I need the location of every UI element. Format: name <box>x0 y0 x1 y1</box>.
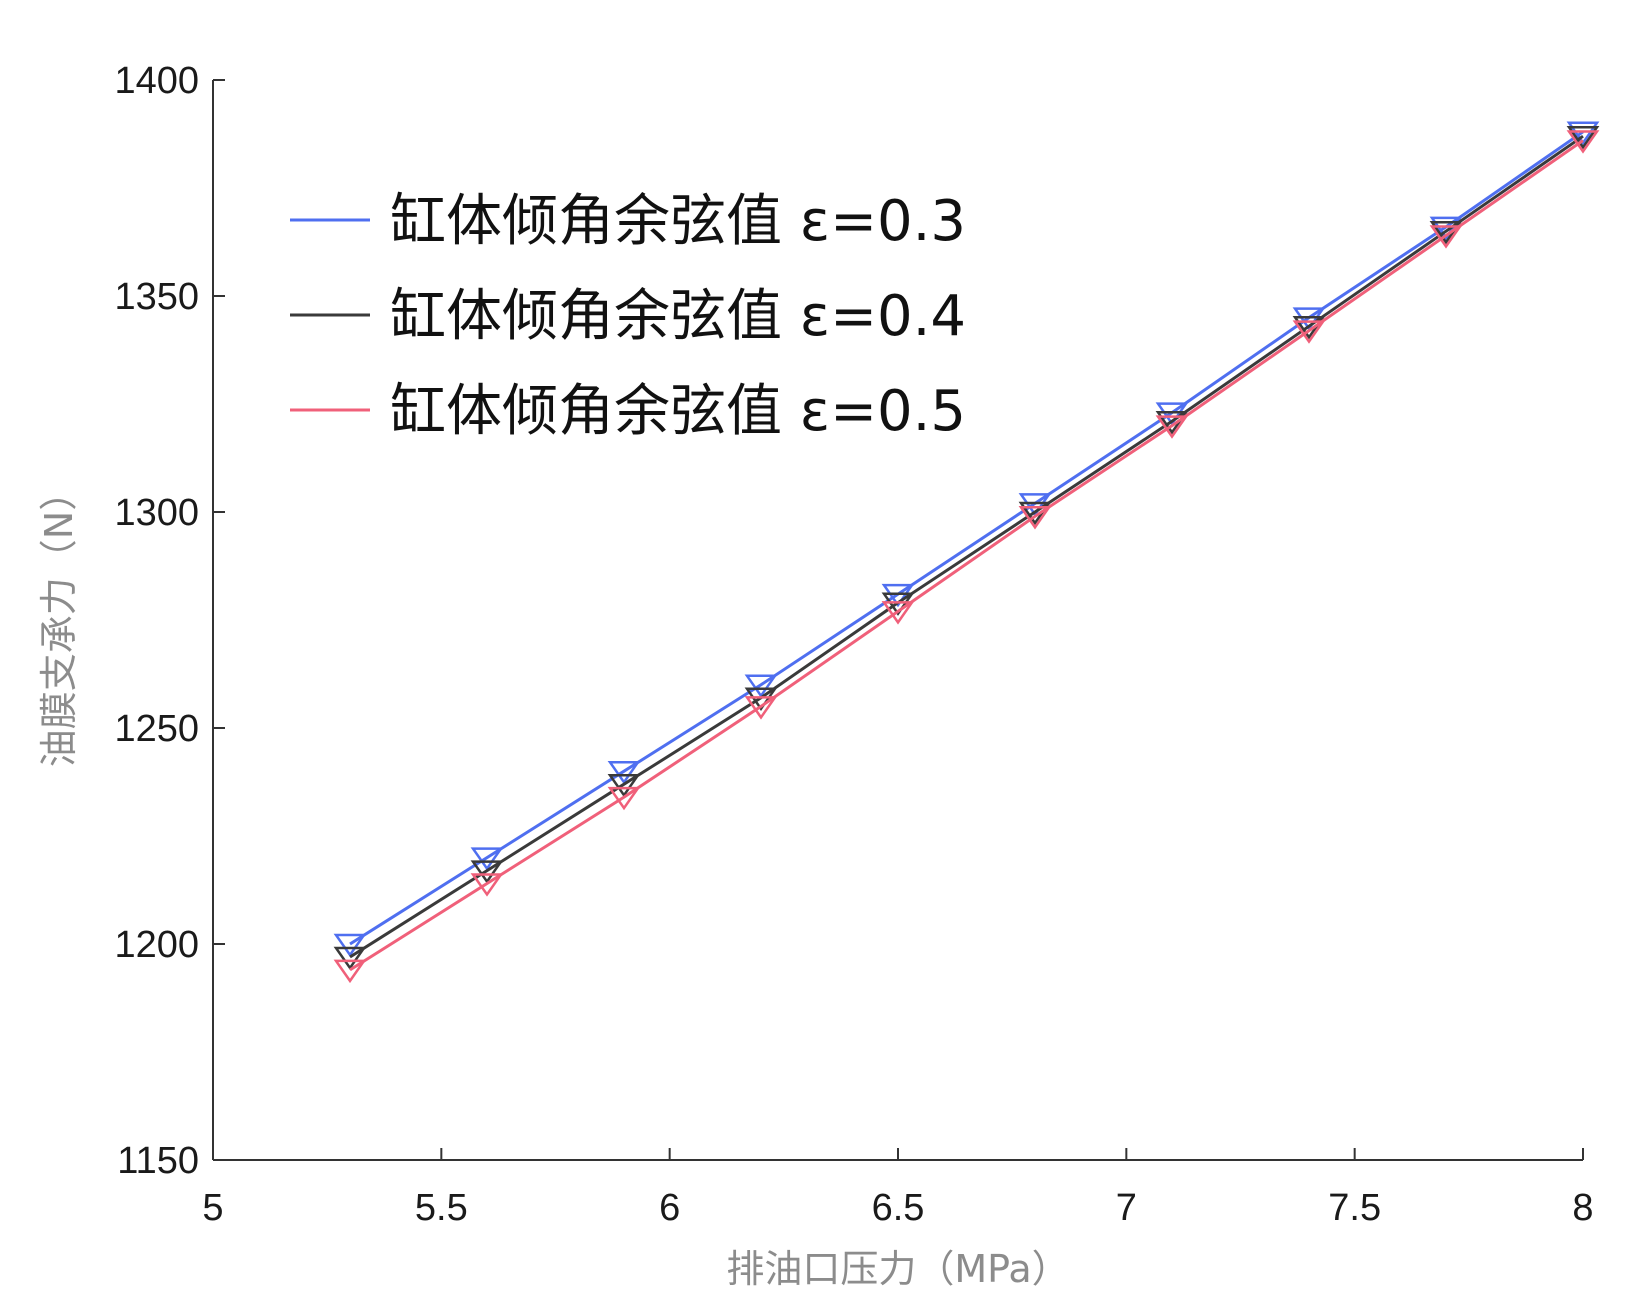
x-axis-title: 排油口压力（MPa） <box>726 1247 1069 1291</box>
x-tick-label: 6.5 <box>872 1187 925 1229</box>
series-point <box>1018 506 1052 530</box>
series-point <box>1566 130 1600 154</box>
series-point <box>333 933 367 958</box>
series-line <box>349 134 1584 959</box>
legend-label: 缸体倾角余弦值 ε=0.4 <box>390 284 966 349</box>
legend-item-3: 缸体倾角余弦值 ε=0.5 <box>290 379 966 444</box>
series-line <box>349 130 1584 946</box>
series-point <box>333 959 367 984</box>
legend-item-2: 缸体倾角余弦值 ε=0.4 <box>290 284 966 349</box>
series-3 <box>333 130 1600 984</box>
series-point <box>1155 415 1189 439</box>
series-point <box>744 687 778 711</box>
series-point <box>470 873 504 897</box>
y-tick-label: 1350 <box>114 276 199 318</box>
y-tick-label: 1150 <box>117 1140 199 1182</box>
series-point <box>470 847 504 871</box>
x-tick-label: 7 <box>1116 1187 1137 1229</box>
series-point <box>1429 225 1463 249</box>
series-point <box>470 860 504 884</box>
series-point <box>744 696 778 720</box>
x-tick-label: 6 <box>659 1187 680 1229</box>
series-point <box>1566 125 1600 150</box>
y-axis-title: 油膜支承力（N） <box>37 473 81 767</box>
series-point <box>881 583 915 608</box>
series-point <box>881 592 915 616</box>
plot-area: 5 5.5 6 6.5 7 7.5 8 1150 1200 1250 1300 1350 1400 <box>114 60 1600 1229</box>
x-ticks: 5 5.5 6 6.5 7 7.5 8 <box>202 1148 1594 1229</box>
series-point <box>1566 121 1600 145</box>
series-point <box>607 760 641 785</box>
x-tick-label: 5.5 <box>415 1187 468 1229</box>
series-point <box>1155 402 1189 426</box>
series-point <box>1292 307 1326 331</box>
series-line <box>349 139 1584 972</box>
y-tick-label: 1300 <box>114 492 199 534</box>
series-point <box>1292 320 1326 344</box>
legend-label: 缸体倾角余弦值 ε=0.3 <box>390 189 966 254</box>
series-layer <box>333 121 1600 984</box>
series-point <box>744 674 778 698</box>
legend: 缸体倾角余弦值 ε=0.3 缸体倾角余弦值 ε=0.4 缸体倾角余弦值 ε=0.5 <box>290 189 966 444</box>
y-ticks: 1150 1200 1250 1300 1350 1400 <box>114 60 225 1182</box>
x-tick-label: 5 <box>202 1187 223 1229</box>
series-1 <box>333 121 1600 958</box>
series-point <box>881 601 915 625</box>
legend-item-1: 缸体倾角余弦值 ε=0.3 <box>290 189 966 254</box>
series-point <box>1018 493 1052 517</box>
series-point <box>607 773 641 798</box>
y-tick-label: 1200 <box>114 924 199 966</box>
legend-label: 缸体倾角余弦值 ε=0.5 <box>390 379 966 444</box>
x-tick-label: 7.5 <box>1328 1187 1381 1229</box>
y-tick-label: 1250 <box>114 708 199 750</box>
x-tick-label: 8 <box>1572 1187 1593 1229</box>
series-point <box>607 786 641 811</box>
y-tick-label: 1400 <box>114 60 199 102</box>
series-point <box>333 946 367 971</box>
